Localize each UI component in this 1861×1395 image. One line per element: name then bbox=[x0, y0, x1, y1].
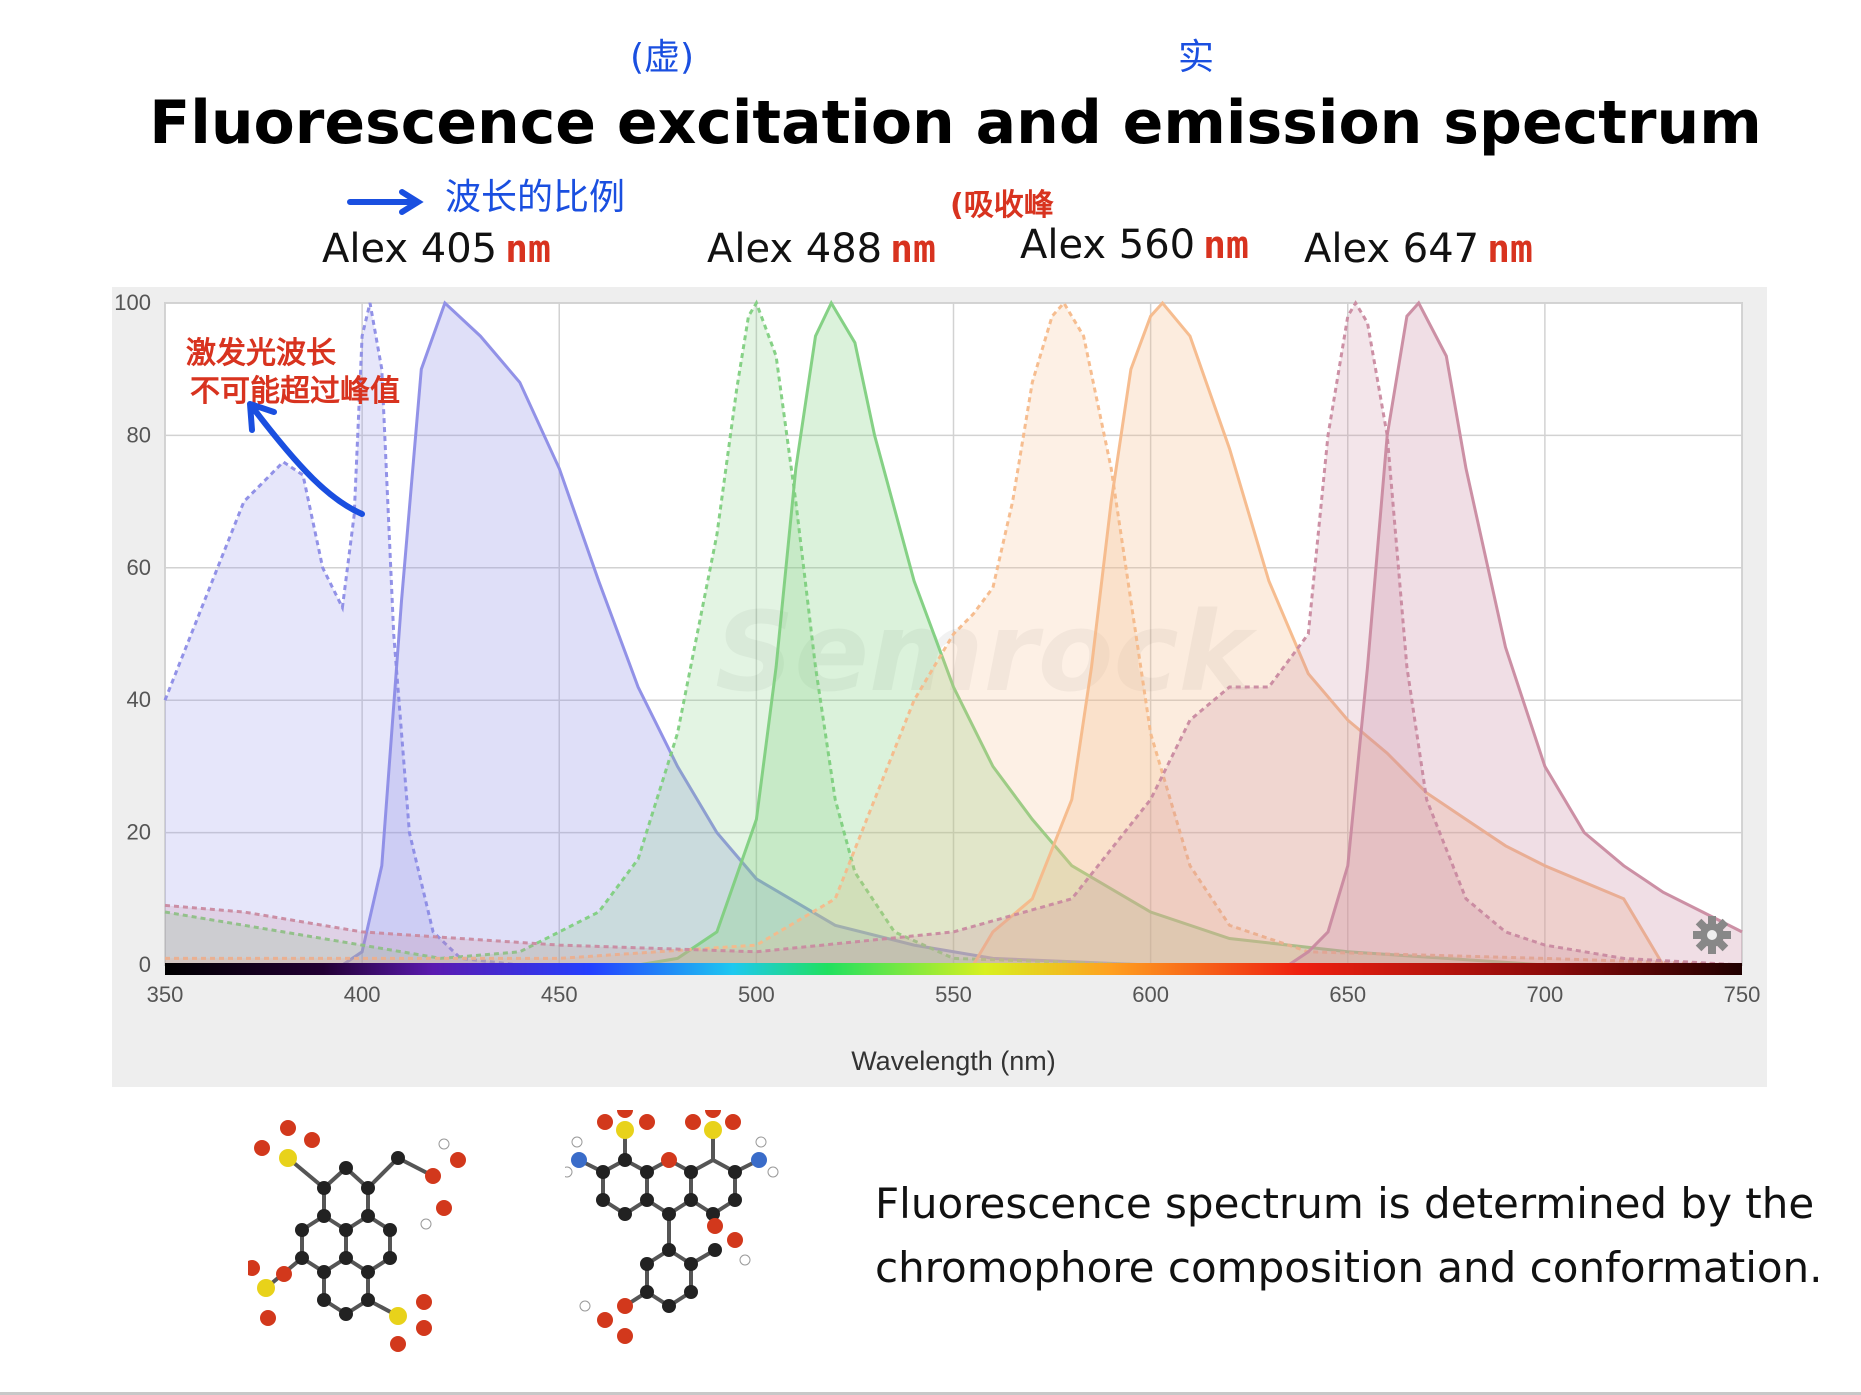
dye-unit: nm bbox=[505, 227, 551, 271]
series-area-alex647-emission bbox=[1288, 303, 1742, 965]
x-tick-label: 700 bbox=[1527, 982, 1564, 1007]
series-line-alex405-emission bbox=[341, 300, 1742, 967]
x-tick-label: 650 bbox=[1329, 982, 1366, 1007]
dye-name: Alex 488 bbox=[707, 226, 883, 272]
series-line-alex488-emission bbox=[637, 299, 1742, 967]
annotation-title-right: 实 bbox=[1178, 37, 1215, 78]
gear-tooth bbox=[1708, 944, 1716, 954]
alexa488-molecule-image bbox=[565, 1110, 779, 1344]
series-line-alex647-excitation bbox=[164, 300, 1743, 967]
x-axis-label: Wavelength (nm) bbox=[851, 1046, 1056, 1076]
y-tick-label: 100 bbox=[114, 290, 151, 315]
annotation-excite-note-1: 激发光波长 bbox=[186, 336, 336, 371]
bottom-divider bbox=[0, 1392, 1861, 1395]
y-tick-label: 40 bbox=[127, 687, 151, 712]
y-tick-label: 80 bbox=[127, 422, 151, 447]
series-line-alex488-excitation bbox=[164, 299, 1742, 967]
x-tick-label: 450 bbox=[541, 982, 578, 1007]
x-tick-label: 350 bbox=[147, 982, 184, 1007]
gear-icon bbox=[1693, 916, 1731, 954]
series-line-alex560-emission bbox=[971, 300, 1742, 967]
dye-name: Alex 405 bbox=[322, 226, 498, 272]
series-area-alex647-excitation bbox=[165, 303, 1742, 965]
series-area-alex405-emission bbox=[342, 303, 1742, 965]
gear-tooth bbox=[1708, 916, 1716, 926]
y-tick-label: 20 bbox=[127, 820, 151, 845]
curved-arrow-icon bbox=[247, 401, 365, 517]
spectrum-chart: Semrock 350 400 450 500 550 600 650 700 750 0 20 40 6… bbox=[114, 290, 1761, 1076]
dye-name: Alex 560 bbox=[1020, 222, 1196, 268]
dye-unit: nm bbox=[890, 227, 936, 271]
dye-name: Alex 647 bbox=[1304, 226, 1480, 272]
arrow-icon bbox=[347, 189, 424, 215]
x-tick-label: 750 bbox=[1724, 982, 1761, 1007]
x-tick-label: 600 bbox=[1132, 982, 1169, 1007]
series-line-alex647-emission bbox=[1287, 300, 1743, 967]
alexa405-molecule-image bbox=[248, 1120, 466, 1352]
dye-unit: nm bbox=[1203, 223, 1249, 267]
series-area-alex488-emission bbox=[638, 303, 1742, 965]
series-area-alex560-emission bbox=[973, 303, 1742, 965]
dye-label-405: Alex 405 nm bbox=[322, 226, 551, 272]
x-tick-label: 500 bbox=[738, 982, 775, 1007]
gear-hole bbox=[1707, 930, 1717, 940]
dye-label-647: Alex 647 nm bbox=[1304, 226, 1533, 272]
dye-label-488: Alex 488 nm bbox=[707, 226, 936, 272]
dye-unit: nm bbox=[1487, 227, 1533, 271]
annotation-title-left: (虚) bbox=[630, 37, 695, 78]
annotation-wavelength: 波长的比例 bbox=[445, 177, 626, 218]
watermark-text: Semrock bbox=[715, 588, 1257, 716]
x-tick-label: 400 bbox=[344, 982, 381, 1007]
y-tick-label: 0 bbox=[139, 952, 151, 977]
caption-text: Fluorescence spectrum is determined by t… bbox=[875, 1179, 1823, 1292]
page-title: Fluorescence excitation and emission spe… bbox=[149, 88, 1762, 158]
series-line-alex405-excitation bbox=[163, 302, 1742, 967]
annotation-absorb-peak: (吸收峰 bbox=[950, 188, 1054, 223]
series-line-alex560-excitation bbox=[165, 300, 1743, 967]
series-area-alex405-excitation bbox=[165, 303, 1742, 965]
y-tick-label: 60 bbox=[127, 555, 151, 580]
x-tick-label: 550 bbox=[935, 982, 972, 1007]
dye-label-560: Alex 560 nm bbox=[1020, 222, 1249, 268]
spectrum-color-bar bbox=[165, 963, 1742, 975]
annotation-excite-note-2: 不可能超过峰值 bbox=[190, 374, 400, 409]
